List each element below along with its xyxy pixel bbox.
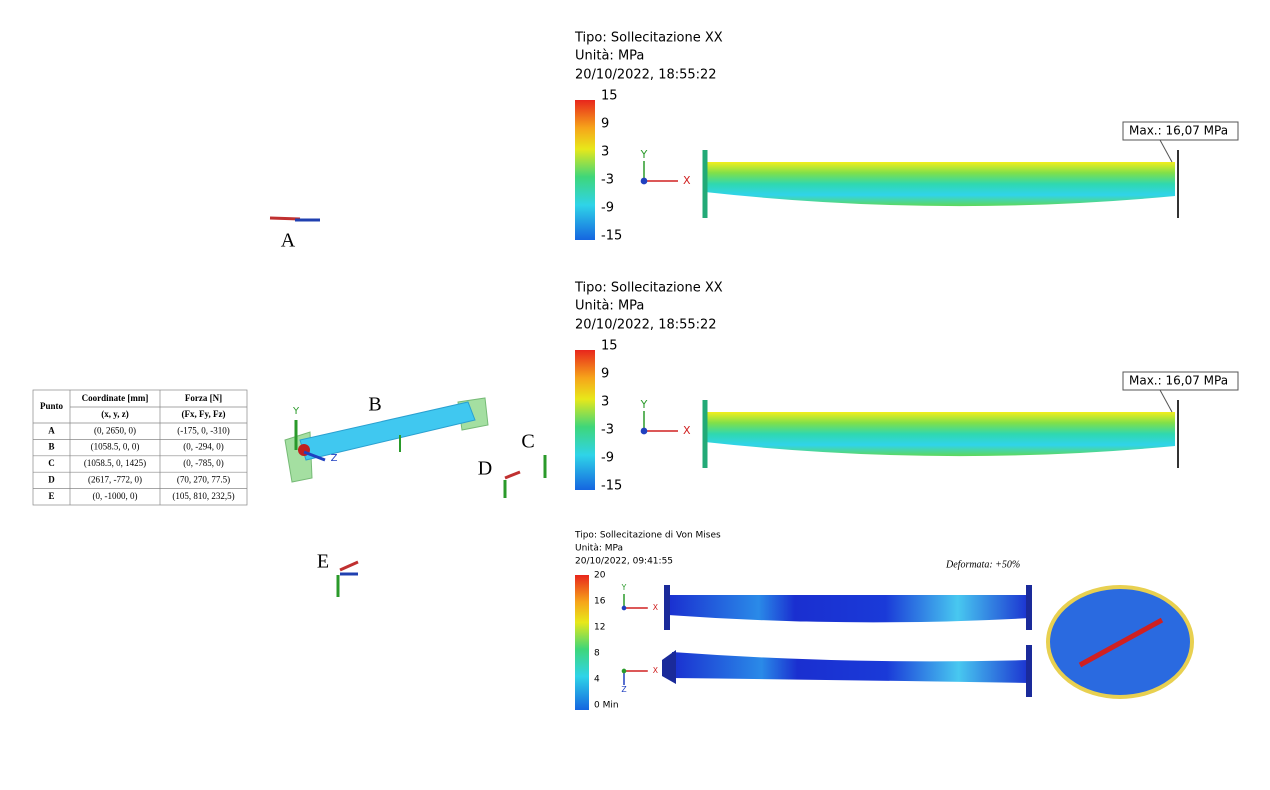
- axis-label: Y: [640, 148, 648, 161]
- table-cell: C: [48, 458, 55, 468]
- result-type: Tipo: Sollecitazione XX: [574, 281, 723, 296]
- point-label: B: [368, 394, 381, 416]
- legend-tick: 9: [601, 367, 609, 382]
- point-label: C: [521, 431, 534, 453]
- table-cell: (70, 270, 77.5): [177, 474, 230, 484]
- legend-tick: 3: [601, 395, 609, 410]
- table-cell: (2617, -772, 0): [88, 474, 142, 484]
- axis-label: X: [683, 424, 691, 437]
- support: [1026, 645, 1032, 697]
- result-date: 20/10/2022, 09:41:55: [575, 557, 673, 567]
- axis-label: Z: [331, 453, 338, 464]
- table-cell: D: [48, 474, 55, 484]
- support: [1026, 585, 1032, 630]
- legend-tick: 12: [594, 623, 605, 633]
- max-leader: [1159, 139, 1173, 163]
- legend-tick: -9: [601, 451, 614, 466]
- table-cell: (0, -785, 0): [183, 458, 224, 468]
- legend-tick: 15: [601, 89, 618, 104]
- support: [662, 650, 676, 684]
- axis-label: Y: [292, 406, 300, 417]
- legend-tick: 0 Min: [594, 701, 619, 711]
- deformation-note: Deformata: +50%: [945, 559, 1020, 570]
- result-unit: Unità: MPa: [575, 49, 644, 64]
- legend-tick: 15: [601, 339, 618, 354]
- axis-label: X: [653, 603, 659, 612]
- beam: [672, 652, 1030, 683]
- legend-tick: -15: [601, 229, 622, 244]
- max-box: [1122, 371, 1239, 391]
- table-cell: (-175, 0, -310): [177, 425, 230, 435]
- axis-label: X: [683, 174, 691, 187]
- triad-origin: [621, 668, 627, 674]
- legend-tick: 4: [594, 675, 600, 685]
- table-cell: E: [48, 491, 54, 501]
- axis-label: Y: [640, 398, 648, 411]
- table-header: Punto: [40, 401, 64, 411]
- table-cell: A: [48, 425, 55, 435]
- detail-hotspot: [1078, 617, 1164, 668]
- legend-tick: 16: [594, 597, 606, 607]
- result-unit: Unità: MPa: [575, 544, 623, 554]
- max-label: Max.: 16,07 MPa: [1129, 124, 1228, 138]
- triad-origin: [621, 605, 627, 611]
- legend-bar: [575, 100, 595, 240]
- table-cell: (1058.5, 0, 1425): [84, 458, 146, 468]
- table-cell: (1058.5, 0, 0): [91, 442, 140, 452]
- table-cell: (105, 810, 232,5): [172, 491, 234, 501]
- legend-tick: -15: [601, 479, 622, 494]
- beam: [668, 595, 1030, 623]
- legend-tick: -9: [601, 201, 614, 216]
- table-cell: (0, -1000, 0): [93, 491, 138, 501]
- triad-origin: [640, 427, 648, 435]
- result-date: 20/10/2022, 18:55:22: [575, 68, 717, 83]
- table-header: Forza [N]: [185, 393, 222, 403]
- legend-tick: 8: [594, 649, 600, 659]
- result-type: Tipo: Sollecitazione di Von Mises: [574, 531, 721, 541]
- point-label: E: [317, 551, 329, 573]
- point-label: A: [281, 230, 296, 252]
- model-3d: [284, 397, 489, 483]
- legend-bar: [575, 575, 589, 710]
- table-subheader: (x, y, z): [101, 409, 129, 419]
- legend-tick: -3: [601, 423, 614, 438]
- table-header: Coordinate [mm]: [82, 393, 149, 403]
- axis-label: Z: [621, 685, 626, 694]
- table-cell: (0, 2650, 0): [94, 425, 136, 435]
- legend-tick: 9: [601, 117, 609, 132]
- max-leader: [1159, 389, 1173, 413]
- axis-label: Y: [621, 583, 627, 592]
- force-arrows: [269, 216, 547, 597]
- legend-bar: [575, 350, 595, 490]
- table-cell: B: [48, 442, 54, 452]
- support: [664, 585, 670, 630]
- max-label: Max.: 16,07 MPa: [1129, 374, 1228, 388]
- result-unit: Unità: MPa: [575, 299, 644, 314]
- result-date: 20/10/2022, 18:55:22: [575, 318, 717, 333]
- table-subheader: (Fx, Fy, Fz): [182, 409, 226, 419]
- legend-tick: -3: [601, 173, 614, 188]
- result-type: Tipo: Sollecitazione XX: [574, 31, 723, 46]
- table-frame: [32, 389, 248, 506]
- point-label: D: [478, 458, 492, 480]
- legend-tick: 3: [601, 145, 609, 160]
- triad-origin: [640, 177, 648, 185]
- beam: [705, 412, 1175, 457]
- table-cell: (0, -294, 0): [183, 442, 224, 452]
- beam: [705, 162, 1175, 207]
- max-box: [1122, 121, 1239, 141]
- axis-label: X: [653, 666, 659, 675]
- legend-tick: 20: [594, 571, 606, 581]
